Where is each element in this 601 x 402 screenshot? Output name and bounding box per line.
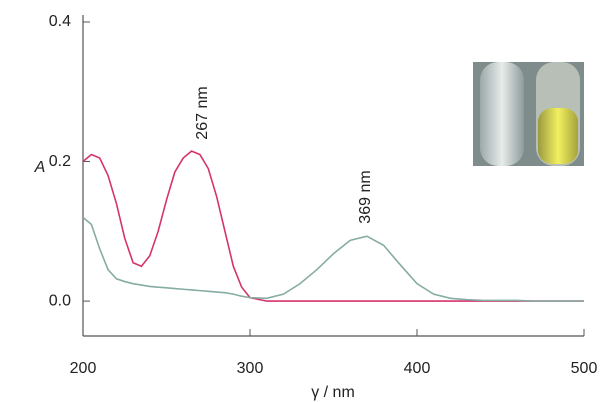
y-tick-label: 0.4 [49,13,71,30]
y-tick-label: 0.0 [49,292,71,309]
series-line [83,151,584,301]
x-tick-label: 300 [237,360,264,377]
x-axis-label: γ / nm [311,384,355,401]
y-axis-label: A [34,159,46,176]
peak-annotation: 267 nm [194,86,211,139]
y-tick-label: 0.2 [49,153,71,170]
x-tick-label: 500 [571,360,598,377]
chart: A γ / nm 200 300 400 500 0.0 0.2 0.4 267 nm 369 … [0,0,601,402]
x-tick-label: 200 [70,360,97,377]
x-tick-label: 400 [404,360,431,377]
inset-photo [473,62,584,166]
page: A γ / nm 200 300 400 500 0.0 0.2 0.4 267 nm 369 … [0,0,601,402]
peak-annotation: 369 nm [357,170,374,223]
